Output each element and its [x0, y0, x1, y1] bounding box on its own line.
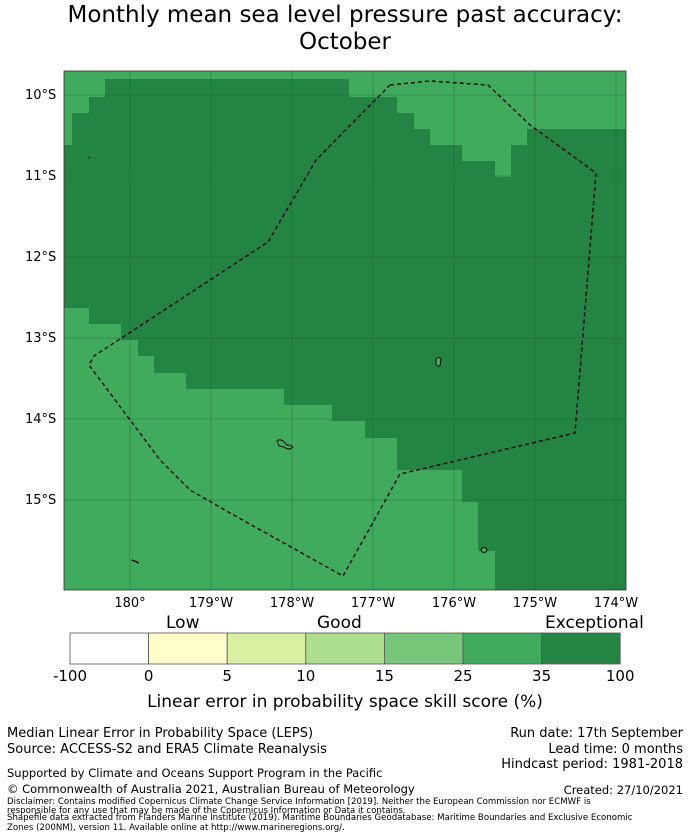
chart-title: Monthly mean sea level pressure past acc…	[0, 2, 690, 56]
lighter-region-left	[64, 71, 138, 145]
colorbar-tick: 25	[453, 667, 473, 685]
hindcast-period: Hindcast period: 1981-2018	[501, 757, 683, 772]
legend-good: Good	[317, 613, 362, 633]
island-southwest	[276, 439, 294, 450]
lon-label: 174°W	[594, 596, 638, 611]
island-small-west	[87, 156, 91, 159]
product-name: Median Linear Error in Probability Space…	[7, 726, 314, 741]
eez-boundary	[88, 80, 597, 577]
colorbar-swatch	[383, 632, 464, 665]
colorbar-swatch	[69, 632, 149, 665]
lat-label: 10°S	[25, 88, 56, 103]
lat-label: 11°S	[25, 169, 56, 184]
lighter-region-southwest	[64, 308, 495, 590]
lon-label: 179°W	[189, 596, 233, 611]
colorbar-swatch	[226, 632, 307, 665]
lon-label: 175°W	[513, 596, 557, 611]
lat-label: 15°S	[25, 493, 56, 508]
latitude-labels: 10°S 11°S 12°S 13°S 14°S 15°S	[25, 88, 56, 508]
colorbar-tick: 15	[374, 667, 394, 685]
created-date: Created: 27/10/2021	[563, 783, 683, 797]
colorbar-swatch	[148, 632, 228, 665]
lighter-region-top	[64, 71, 626, 177]
skill-score-map	[63, 70, 627, 591]
island-southeast	[480, 547, 488, 553]
lon-label: 178°W	[270, 596, 314, 611]
colorbar-tick: 0	[143, 667, 154, 685]
colorbar-swatch	[462, 632, 542, 665]
shapefile-line-1: Shapefile data extracted from Flanders M…	[7, 813, 633, 823]
lon-label: 176°W	[432, 596, 476, 611]
lat-label: 12°S	[25, 250, 56, 265]
colorbar-tick: 100	[605, 667, 635, 685]
support-note: Supported by Climate and Oceans Support …	[7, 766, 383, 780]
title-line-2: October	[298, 29, 392, 55]
data-source: Source: ACCESS-S2 and ERA5 Climate Reana…	[7, 742, 327, 757]
lead-time: Lead time: 0 months	[548, 742, 683, 757]
colorbar-tick: 10	[296, 667, 316, 685]
island-central	[435, 357, 442, 367]
lat-label: 13°S	[25, 331, 56, 346]
colorbar-title: Linear error in probability space skill …	[147, 692, 543, 712]
colorbar-swatch	[305, 632, 385, 665]
colorbar-tick: 5	[222, 667, 232, 685]
longitude-labels: 180° 179°W 178°W 177°W 176°W 175°W 174°W	[114, 596, 638, 611]
shapefile-line-2: Zones (200NM), version 11. Available onl…	[7, 823, 345, 833]
lon-label: 177°W	[351, 596, 395, 611]
legend-exceptional: Exceptional	[545, 613, 644, 633]
gridlines	[64, 71, 626, 590]
colorbar-swatch	[541, 632, 621, 665]
lat-label: 14°S	[25, 412, 56, 427]
legend-low: Low	[166, 613, 200, 633]
colorbar	[69, 632, 621, 665]
island-far-south	[131, 559, 140, 564]
map-frame	[63, 70, 627, 591]
disclaimer-line-2: responsible for any use that may be made…	[7, 806, 406, 816]
disclaimer-line-1: Disclaimer: Contains modified Copernicus…	[7, 797, 591, 807]
colorbar-tick: 35	[532, 667, 552, 685]
run-date: Run date: 17th September	[510, 726, 683, 741]
title-line-1: Monthly mean sea level pressure past acc…	[67, 2, 623, 28]
colorbar-tick: -100	[52, 667, 88, 685]
lon-label: 180°	[114, 596, 145, 611]
copyright: © Commonwealth of Australia 2021, Austra…	[7, 782, 415, 796]
